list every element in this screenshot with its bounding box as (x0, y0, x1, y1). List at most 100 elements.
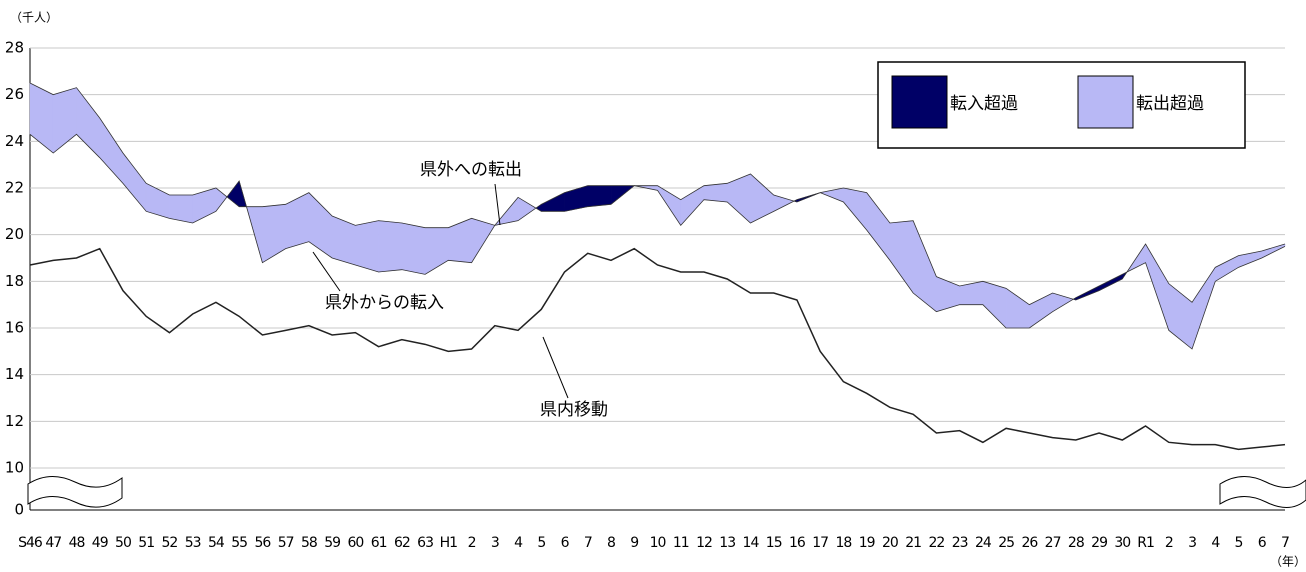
x-tick-label: 2 (1165, 535, 1173, 551)
x-tick-label: 24 (975, 535, 992, 551)
band (587, 185, 612, 207)
x-tick-label: 63 (417, 535, 433, 551)
x-tick-label: 58 (301, 535, 317, 551)
x-tick-label: 27 (1045, 535, 1061, 551)
x-tick-label: H1 (440, 535, 458, 551)
x-tick-label: 8 (607, 535, 615, 551)
band (541, 192, 565, 212)
y-tick-label: 16 (5, 319, 24, 337)
x-tick-label: 55 (231, 535, 247, 551)
y-tick-label: 18 (5, 272, 24, 290)
x-tick-label: 60 (347, 535, 363, 551)
x-tick-label: 52 (162, 535, 178, 551)
x-tick-label: 25 (998, 535, 1014, 551)
x-tick-label: 9 (630, 535, 638, 551)
y-tick-label: 20 (5, 225, 24, 243)
band (773, 194, 795, 212)
x-tick-label: 57 (278, 535, 294, 551)
x-tick-label: 54 (208, 535, 225, 551)
x-tick-label: 29 (1091, 535, 1107, 551)
x-tick-label: 18 (836, 535, 852, 551)
axis-breaks (27, 476, 1306, 508)
x-tick-label: 14 (743, 535, 760, 551)
band (122, 152, 147, 213)
band (726, 173, 751, 224)
band (1005, 287, 1030, 329)
y-tick-label: 26 (5, 85, 24, 103)
y-tick-label: 10 (5, 459, 24, 477)
x-tick-label: 7 (1281, 535, 1289, 551)
y-axis-label: （千人） (10, 11, 58, 25)
y-tick-label: 24 (5, 132, 24, 150)
y-tick-label: 28 (5, 39, 24, 57)
x-tick-label: 49 (92, 535, 108, 551)
series-line (29, 82, 1286, 306)
y-tick-label: 0 (14, 501, 24, 519)
x-tick-label: 6 (561, 535, 570, 551)
x-tick-label: S46 (18, 535, 43, 551)
legend-label: 転出超過 (1136, 94, 1204, 114)
legend-swatch (891, 75, 948, 129)
band (448, 217, 472, 263)
x-tick-label: 62 (394, 535, 410, 551)
x-tick-label: 26 (1021, 535, 1038, 551)
leader-line (494, 183, 501, 226)
band (1215, 255, 1239, 282)
x-tick-label: 19 (859, 535, 875, 551)
x-tick-label: 20 (882, 535, 898, 551)
leader-line (542, 336, 569, 399)
band (262, 204, 286, 264)
band (471, 217, 496, 264)
x-tick-label: 22 (928, 535, 944, 551)
band (401, 222, 426, 275)
y-tick-label: 14 (5, 365, 24, 383)
x-tick-label: 28 (1068, 535, 1084, 551)
band (226, 180, 240, 208)
x-tick-label: 21 (905, 535, 921, 551)
x-tick-label: 16 (789, 535, 806, 551)
band (680, 185, 705, 226)
series-line (29, 247, 1286, 451)
x-tick-label: 10 (650, 535, 666, 551)
x-tick-label: 56 (254, 535, 271, 551)
x-tick-label: 3 (491, 535, 499, 551)
x-tick-label: 15 (766, 535, 782, 551)
band (517, 196, 537, 222)
band (843, 187, 867, 231)
band (331, 215, 356, 266)
band (1098, 273, 1123, 292)
band (76, 86, 100, 159)
x-tick-label: 7 (584, 535, 592, 551)
x-tick-label: 4 (1211, 535, 1220, 551)
band (866, 191, 891, 262)
band (308, 192, 333, 259)
legend-swatch (1077, 75, 1134, 129)
x-tick-label: 51 (138, 535, 154, 551)
x-tick-label: 5 (537, 535, 545, 551)
leader-line (312, 251, 341, 292)
band (959, 281, 984, 305)
x-tick-label: 59 (324, 535, 340, 551)
band (285, 192, 310, 250)
series-annotation: 県内移動 (540, 400, 608, 420)
band (750, 173, 774, 224)
band (29, 82, 54, 154)
x-tick-label: 3 (1188, 535, 1196, 551)
x-tick-label: 48 (69, 535, 85, 551)
x-tick-label: 13 (719, 535, 735, 551)
band (355, 220, 379, 273)
band (192, 187, 217, 224)
x-tick-label: 30 (1114, 535, 1130, 551)
band (1029, 292, 1053, 329)
legend: 転入超過 転出超過 (877, 61, 1246, 149)
x-tick-label: 50 (115, 535, 131, 551)
x-axis-label: （年） (1270, 555, 1306, 569)
series-annotation: 県外からの転入 (325, 293, 444, 313)
x-tick-label: 11 (673, 535, 689, 551)
x-tick-label: 17 (812, 535, 828, 551)
x-tick-label: 23 (952, 535, 968, 551)
band (145, 182, 170, 219)
y-tick-label: 12 (5, 412, 24, 430)
band (378, 220, 403, 273)
band (936, 276, 960, 313)
